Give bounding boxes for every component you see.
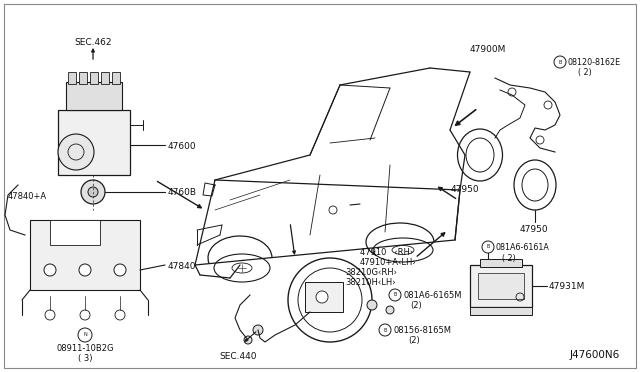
Bar <box>470 307 532 315</box>
Bar <box>305 282 343 312</box>
Text: 47840: 47840 <box>168 262 196 271</box>
Bar <box>50 220 100 245</box>
Text: J47600N6: J47600N6 <box>570 350 620 360</box>
Bar <box>480 259 522 267</box>
Text: 081A6-6165M: 081A6-6165M <box>403 291 461 300</box>
Circle shape <box>81 180 105 204</box>
Text: 4760B: 4760B <box>168 188 197 197</box>
Bar <box>90 72 98 84</box>
Bar <box>478 273 524 299</box>
Bar <box>68 72 76 84</box>
Bar <box>79 72 87 84</box>
Text: 38210G‹RH›: 38210G‹RH› <box>345 268 397 277</box>
Circle shape <box>389 289 401 301</box>
Text: 47931M: 47931M <box>549 282 586 291</box>
Circle shape <box>316 291 328 303</box>
Text: 47840+A: 47840+A <box>8 192 47 201</box>
Text: ( 2): ( 2) <box>502 254 516 263</box>
Text: 08156-8165M: 08156-8165M <box>393 326 451 335</box>
Circle shape <box>508 88 516 96</box>
Text: SEC.440: SEC.440 <box>220 352 257 361</box>
Circle shape <box>244 336 252 344</box>
Circle shape <box>44 264 56 276</box>
Text: 38210H‹LH›: 38210H‹LH› <box>345 278 396 287</box>
Text: ( 3): ( 3) <box>77 354 92 363</box>
Circle shape <box>78 328 92 342</box>
Text: B: B <box>394 292 397 298</box>
Text: 47600: 47600 <box>168 142 196 151</box>
Text: B: B <box>486 244 490 250</box>
Text: 47950: 47950 <box>451 185 479 194</box>
Text: 47910+A‹LH›: 47910+A‹LH› <box>360 258 417 267</box>
Circle shape <box>114 264 126 276</box>
Circle shape <box>80 310 90 320</box>
Circle shape <box>544 101 552 109</box>
Text: 47910   ‹RH›: 47910 ‹RH› <box>360 248 413 257</box>
Circle shape <box>253 325 263 335</box>
Text: N: N <box>83 333 87 337</box>
Bar <box>470 265 532 307</box>
Text: (2): (2) <box>408 336 420 345</box>
Text: SEC.462: SEC.462 <box>74 38 112 47</box>
Circle shape <box>536 136 544 144</box>
Text: B: B <box>383 327 387 333</box>
Circle shape <box>482 241 494 253</box>
Text: B: B <box>558 60 562 64</box>
Circle shape <box>58 134 94 170</box>
Bar <box>66 82 122 110</box>
Text: ( 2): ( 2) <box>578 68 592 77</box>
Circle shape <box>379 324 391 336</box>
Text: (2): (2) <box>410 301 422 310</box>
Bar <box>30 220 140 290</box>
Circle shape <box>367 300 377 310</box>
Circle shape <box>115 310 125 320</box>
Circle shape <box>386 306 394 314</box>
Circle shape <box>554 56 566 68</box>
Text: 081A6-6161A: 081A6-6161A <box>495 243 549 252</box>
Text: 47950: 47950 <box>520 225 548 234</box>
Bar <box>58 110 130 175</box>
Bar <box>112 72 120 84</box>
Circle shape <box>45 310 55 320</box>
Circle shape <box>88 187 98 197</box>
Text: 47900M: 47900M <box>470 45 506 54</box>
Circle shape <box>79 264 91 276</box>
Text: 08120-8162E: 08120-8162E <box>568 58 621 67</box>
Text: 08911-10B2G: 08911-10B2G <box>56 344 114 353</box>
Bar <box>101 72 109 84</box>
